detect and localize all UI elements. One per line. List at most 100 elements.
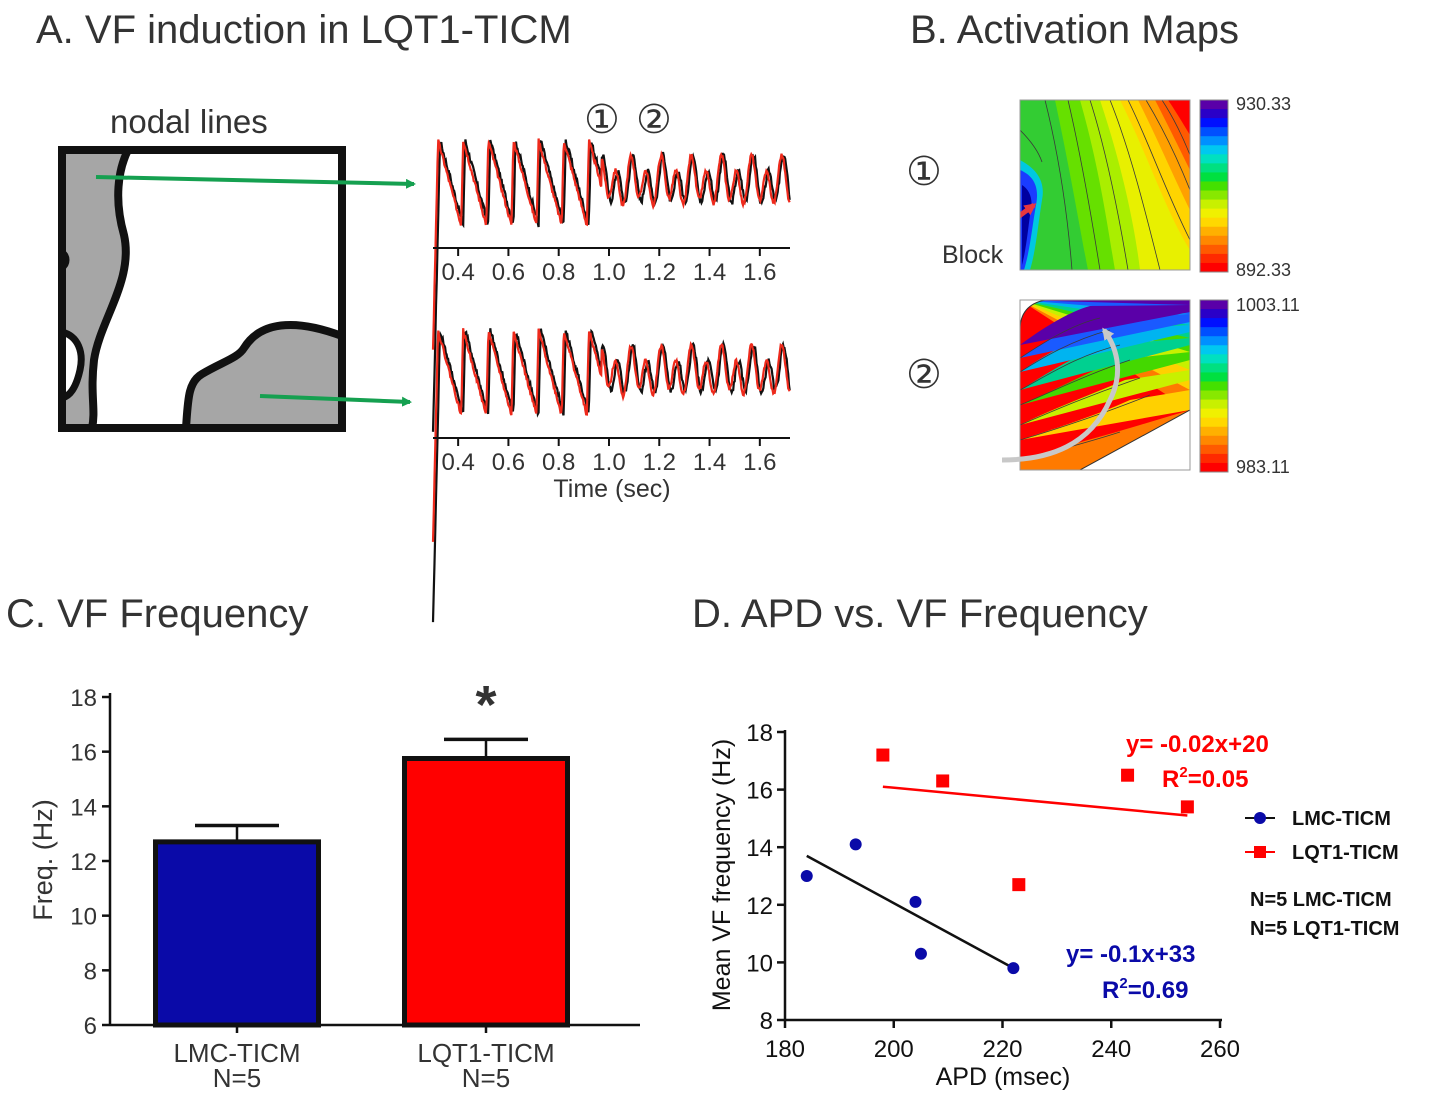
colorbar-step — [1200, 172, 1228, 182]
trace-x-tick-label: 1.0 — [592, 259, 625, 286]
colorbar-frame — [1199, 99, 1229, 273]
colorbar-step — [1200, 417, 1228, 428]
trace-axis-top: 0.4 0.6 0.8 1.0 1.2 1.4 1.6 — [433, 247, 790, 286]
colorbar-step — [1200, 345, 1228, 355]
colorbar-step — [1200, 181, 1228, 192]
colorbar-step — [1200, 145, 1228, 155]
colorbar-step — [1200, 190, 1228, 201]
trace-x-tick-label: 0.4 — [441, 449, 474, 476]
legend-label-lqt1: LQT1-TICM — [1292, 842, 1399, 864]
point-lqt1 — [1180, 800, 1194, 814]
colorbar-frame — [1199, 299, 1229, 473]
trace-x-tick-label: 1.4 — [693, 259, 726, 286]
colorbar-step — [1200, 309, 1228, 319]
block-arrow — [1020, 202, 1037, 219]
trace-x-tick-label: 0.6 — [492, 449, 525, 476]
colorbar-step — [1200, 381, 1228, 392]
colorbar-step — [1200, 363, 1228, 373]
scatter-y-tick-label: 12 — [746, 893, 773, 920]
point-lqt1 — [1012, 878, 1026, 892]
nodal-line-left — [88, 148, 132, 429]
arrow-to-bottom-trace — [259, 394, 412, 407]
scatter-ylabel: Mean VF frequency (Hz) — [708, 739, 736, 1011]
colorbar-step — [1200, 354, 1228, 364]
colorbar-2 — [1199, 299, 1229, 473]
colorbar-step — [1200, 109, 1228, 119]
trace-x-tick-label: 0.4 — [441, 259, 474, 286]
bar-y-tick-label: 18 — [70, 685, 97, 712]
legend-label-lmc: LMC-TICM — [1292, 808, 1391, 830]
legend-marker-lmc — [1254, 812, 1266, 824]
point-lmc — [800, 870, 813, 882]
colorbar-step — [1200, 199, 1228, 210]
bar-y-tick-label: 12 — [70, 849, 97, 876]
trace-x-tick-label: 1.2 — [643, 449, 676, 476]
trace-time-label: Time (sec) — [553, 475, 670, 503]
colorbar-step — [1200, 300, 1228, 310]
scatter-x-tick-label: 220 — [982, 1036, 1022, 1063]
colorbar-step — [1200, 127, 1228, 137]
blue-fit-r2: R2=0.69 — [1102, 975, 1188, 1004]
nodal-lines-label: nodal lines — [110, 103, 268, 140]
bar-category-label: LQT1-TICM — [417, 1038, 554, 1068]
colorbar-step — [1200, 253, 1228, 264]
sample-size-lqt1: N=5 LQT1-TICM — [1250, 918, 1399, 940]
bar-lqt1 — [402, 756, 570, 1028]
fit-line-lqt1 — [882, 785, 1188, 817]
bar-category-label: LMC-TICM — [173, 1038, 300, 1068]
red-fit-equation: y= -0.02x+20 — [1126, 731, 1269, 758]
trace-x-tick-label: 0.8 — [542, 449, 575, 476]
bar-y-tick-label: 8 — [84, 958, 97, 985]
nodal-lines-schematic — [58, 146, 416, 432]
colorbar-step — [1200, 136, 1228, 146]
nodal-region-bottom-right — [186, 324, 342, 428]
colorbar-step — [1200, 336, 1228, 346]
scatter-legend: LMC-TICM LQT1-TICM N=5 LMC-TICM N=5 LQT1… — [1245, 808, 1399, 940]
legend-marker-lqt1 — [1254, 846, 1266, 858]
trace-series-black — [431, 139, 791, 432]
trace-x-tick-label: 0.6 — [492, 259, 525, 286]
colorbar-step — [1200, 462, 1228, 473]
point-lmc — [909, 895, 922, 908]
map-marker-1: ① — [906, 150, 942, 194]
trace-x-tick-label: 1.4 — [693, 449, 726, 476]
panel-d-title: D. APD vs. VF Frequency — [692, 592, 1148, 636]
map-marker-2: ② — [906, 353, 942, 397]
colorbar-step — [1200, 444, 1228, 455]
colorbar-step — [1200, 426, 1228, 437]
trace-x-tick-label: 1.6 — [743, 259, 776, 286]
scatter-xlabel: APD (msec) — [936, 1063, 1071, 1091]
bar-y-tick-label: 14 — [70, 794, 97, 821]
colorbar-step — [1200, 235, 1228, 246]
colorbar-1 — [1199, 99, 1229, 273]
scatter-y-tick-label: 14 — [746, 835, 773, 862]
trace-series-red — [431, 328, 791, 542]
trace-marker-2: ② — [636, 98, 672, 142]
scatter-chart: 8 10 12 14 16 18 180 200 220 240 260 — [746, 720, 1240, 1063]
scatter-x-tick-label: 260 — [1200, 1036, 1240, 1063]
panel-a-title: A. VF induction in LQT1-TICM — [36, 8, 572, 52]
bar-significance-star: * — [475, 675, 496, 735]
colorbar-step — [1200, 262, 1228, 273]
map1-max-label: 930.33 — [1236, 94, 1291, 114]
activation-map-2 — [1020, 300, 1190, 470]
bar-y-tick-label: 6 — [84, 1013, 97, 1040]
nodal-line-bottom — [182, 321, 344, 429]
bar-lmc — [153, 839, 321, 1028]
point-lmc — [1007, 962, 1020, 975]
colorbar-step — [1200, 208, 1228, 219]
colorbar-step — [1200, 390, 1228, 401]
colorbar-step — [1200, 327, 1228, 337]
colorbar-step — [1200, 453, 1228, 464]
trace-x-tick-label: 1.0 — [592, 449, 625, 476]
scatter-y-tick-label: 10 — [746, 950, 773, 977]
colorbar-step — [1200, 154, 1228, 164]
optical-trace-bottom — [431, 328, 791, 623]
trace-x-tick-label: 1.6 — [743, 449, 776, 476]
panel-b-title: B. Activation Maps — [910, 8, 1240, 52]
point-lqt1 — [936, 774, 950, 788]
trace-x-tick-label: 1.2 — [643, 259, 676, 286]
colorbar-step — [1200, 118, 1228, 128]
